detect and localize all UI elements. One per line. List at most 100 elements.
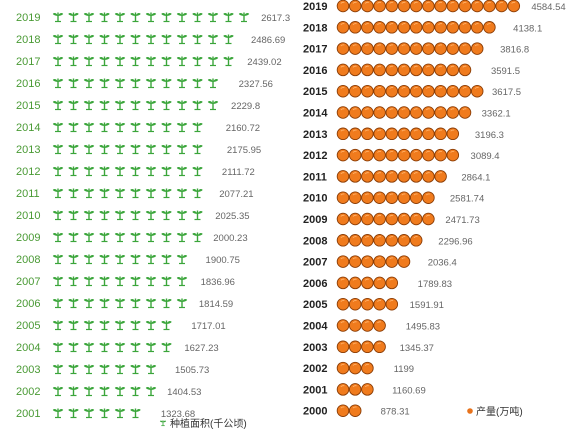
orange-partial-icon bbox=[519, 0, 524, 13]
sprout-icon bbox=[67, 143, 80, 155]
sprout-icon bbox=[83, 253, 95, 265]
orange-icon bbox=[348, 383, 362, 396]
orange-partial-icon bbox=[373, 361, 386, 375]
pictorial-bar bbox=[52, 231, 204, 243]
sprout-icon bbox=[83, 297, 95, 309]
orange-icon bbox=[446, 42, 460, 55]
sprout-icon bbox=[145, 99, 157, 111]
category-label: 2007 bbox=[303, 257, 327, 269]
orange-icon bbox=[361, 297, 374, 311]
orange-icon bbox=[458, 21, 472, 34]
pictorial-bar bbox=[336, 148, 463, 162]
value-label: 3089.4 bbox=[471, 151, 500, 162]
orange-icon bbox=[336, 212, 350, 226]
sprout-icon bbox=[114, 231, 126, 243]
orange-icon bbox=[422, 21, 435, 34]
category-label: 2018 bbox=[16, 34, 40, 46]
orange-icon bbox=[336, 0, 350, 13]
category-label: 2016 bbox=[16, 78, 40, 90]
sprout-icon bbox=[160, 33, 173, 45]
pictorial-bar bbox=[336, 276, 410, 290]
pictorial-bar bbox=[336, 191, 442, 204]
orange-icon bbox=[348, 21, 362, 34]
orange-icon bbox=[434, 0, 447, 13]
orange-icon bbox=[361, 84, 374, 98]
orange-icon bbox=[446, 127, 460, 141]
sprout-icon bbox=[52, 407, 64, 419]
orange-icon bbox=[397, 63, 411, 77]
sprout-icon bbox=[114, 55, 126, 67]
sprout-icon bbox=[83, 55, 95, 67]
orange-icon bbox=[446, 84, 460, 98]
category-label: 2013 bbox=[16, 144, 40, 156]
orange-icon bbox=[361, 255, 374, 268]
orange-partial-icon bbox=[422, 234, 431, 247]
value-label: 3196.3 bbox=[475, 130, 504, 141]
sprout-icon bbox=[145, 341, 157, 353]
legend: 种植面积(千公顷) bbox=[159, 417, 247, 430]
sprout-icon bbox=[207, 99, 219, 111]
orange-icon bbox=[373, 212, 386, 226]
orange-icon bbox=[361, 276, 374, 290]
category-label: 2003 bbox=[303, 342, 327, 354]
value-label: 2617.3 bbox=[261, 13, 290, 24]
sprout-icon bbox=[160, 341, 173, 353]
orange-icon bbox=[373, 42, 386, 55]
value-label: 878.31 bbox=[381, 407, 410, 418]
sprout-icon bbox=[207, 77, 219, 89]
sprout-icon bbox=[52, 363, 64, 375]
orange-icon bbox=[422, 212, 435, 226]
orange-icon bbox=[397, 234, 411, 247]
pictorial-bar bbox=[336, 21, 506, 34]
orange-icon bbox=[470, 42, 484, 55]
orange-icon bbox=[373, 191, 386, 204]
sprout-icon bbox=[67, 253, 80, 265]
orange-partial-icon bbox=[458, 148, 463, 162]
sprout-icon bbox=[207, 11, 219, 23]
value-label: 2036.4 bbox=[428, 258, 457, 269]
sprout-icon bbox=[52, 55, 64, 67]
orange-icon bbox=[422, 170, 435, 183]
sprout-icon bbox=[114, 143, 126, 155]
sprout-icon bbox=[83, 231, 95, 243]
orange-icon bbox=[373, 234, 386, 247]
orange-icon bbox=[397, 127, 411, 141]
orange-icon bbox=[336, 84, 350, 98]
sprout-icon bbox=[98, 121, 111, 133]
sprout-icon bbox=[160, 121, 173, 133]
orange-icon bbox=[397, 170, 411, 183]
pictorial-bar bbox=[336, 84, 485, 98]
pictorial-bar bbox=[52, 55, 240, 67]
sprout-icon bbox=[98, 209, 111, 221]
value-label: 2327.56 bbox=[239, 79, 273, 90]
sprout-icon bbox=[67, 363, 80, 375]
sprout-icon bbox=[129, 99, 142, 111]
orange-icon bbox=[470, 21, 484, 34]
sprout-icon bbox=[98, 407, 111, 419]
sprout-icon bbox=[176, 143, 188, 155]
orange-icon bbox=[446, 21, 460, 34]
value-label: 3617.5 bbox=[492, 87, 521, 98]
sprout-icon bbox=[83, 341, 95, 353]
orange-icon bbox=[385, 234, 399, 247]
category-label: 2003 bbox=[16, 364, 40, 376]
sprout-icon bbox=[114, 297, 126, 309]
orange-icon bbox=[434, 21, 447, 34]
sprout-icon bbox=[52, 297, 64, 309]
orange-icon bbox=[458, 63, 472, 77]
orange-partial-icon bbox=[410, 255, 420, 268]
orange-icon bbox=[446, 106, 460, 119]
orange-icon bbox=[409, 127, 423, 141]
category-label: 2004 bbox=[303, 321, 328, 333]
sprout-icon bbox=[176, 33, 188, 45]
orange-icon bbox=[397, 84, 411, 98]
sprout-partial-icon bbox=[238, 33, 243, 45]
value-label: 1323.68 bbox=[161, 409, 195, 420]
category-label: 2009 bbox=[303, 214, 327, 226]
sprout-icon bbox=[114, 33, 126, 45]
orange-icon bbox=[348, 42, 362, 55]
sprout-icon bbox=[176, 209, 188, 221]
value-label: 2439.02 bbox=[247, 57, 281, 68]
sprout-icon bbox=[114, 319, 126, 331]
